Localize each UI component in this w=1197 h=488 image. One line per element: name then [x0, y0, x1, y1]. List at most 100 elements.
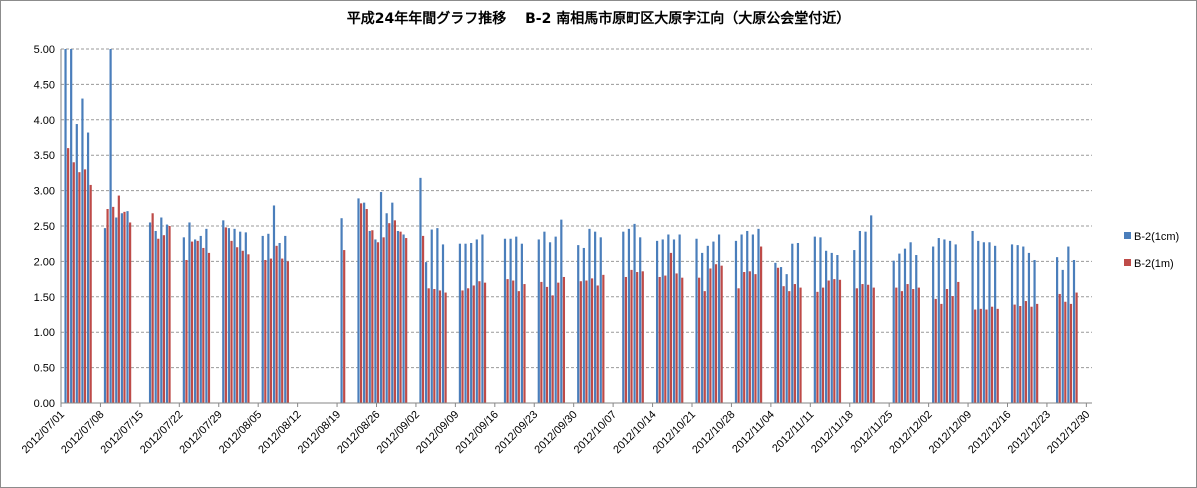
bar-1cm	[836, 255, 839, 403]
bar-1cm	[340, 218, 343, 403]
bar-1m	[664, 275, 667, 403]
bar-1m	[202, 247, 205, 403]
bar-1m	[743, 272, 746, 403]
bar-1m	[951, 296, 954, 403]
bar-1cm	[515, 236, 518, 403]
bar-1cm	[227, 228, 231, 403]
bar-1m	[421, 235, 425, 403]
bar-1cm	[86, 132, 90, 404]
bar-1m	[360, 203, 363, 403]
bar-1cm	[103, 228, 107, 403]
bar-1cm	[751, 234, 754, 403]
bar-1cm	[954, 244, 957, 403]
bar-1m	[123, 211, 126, 403]
bar-1cm	[717, 234, 721, 403]
bar-1m	[945, 289, 949, 403]
bar-1m	[371, 230, 374, 403]
bar-1m	[636, 272, 639, 403]
bar-1cm	[695, 238, 698, 403]
x-tick-label: 2012/12/30	[1045, 409, 1092, 456]
bar-1cm	[75, 124, 78, 404]
bar-1m	[748, 271, 751, 403]
bar-1m	[630, 269, 633, 403]
bar-1cm	[819, 237, 822, 403]
bar-1m	[624, 276, 627, 403]
bar-1m	[89, 184, 92, 403]
chart-title: 平成24年年間グラフ推移 B-2 南相馬市原町区大原字江向（大原公会堂付近）	[346, 11, 851, 27]
bar-1cm	[470, 242, 473, 403]
bar-1m	[433, 289, 436, 403]
bar-1cm	[464, 243, 467, 403]
bar-1m	[1075, 292, 1078, 403]
bar-1m	[78, 172, 81, 403]
bar-1cm	[503, 238, 507, 403]
bar-1cm	[746, 230, 749, 403]
bar-1m	[162, 235, 166, 403]
bar-1m	[264, 259, 267, 403]
bar-1cm	[1010, 244, 1014, 403]
bar-1cm	[509, 238, 512, 403]
bar-1m	[190, 241, 194, 403]
bar-1cm	[1027, 252, 1031, 403]
bar-1m	[681, 277, 684, 403]
bar-1m	[467, 288, 470, 403]
bar-1cm	[655, 240, 659, 403]
bar-1cm	[205, 228, 208, 403]
bar-1cm	[244, 232, 247, 403]
bar-1cm	[594, 231, 597, 403]
bar-1cm	[971, 230, 974, 403]
y-tick-label: 0.50	[34, 363, 55, 375]
bar-1m	[376, 242, 380, 403]
bar-1m	[720, 265, 723, 403]
bar-1m	[900, 291, 904, 403]
bar-1cm	[779, 267, 783, 403]
bar-1m	[517, 291, 520, 403]
bar-1m	[382, 237, 385, 403]
bar-1cm	[774, 262, 777, 403]
bar-1cm	[357, 198, 360, 403]
bar-1m	[506, 279, 509, 403]
bar-1cm	[791, 243, 794, 403]
bar-1m	[83, 169, 87, 403]
bar-1cm	[1022, 246, 1025, 403]
bar-1cm	[272, 205, 276, 403]
bar-1cm	[943, 239, 946, 403]
bar-1m	[985, 309, 988, 403]
bar-1cm	[379, 192, 383, 403]
bar-1cm	[475, 239, 478, 403]
bar-1m	[793, 284, 796, 403]
bar-1m	[1019, 306, 1022, 403]
bar-1cm	[639, 237, 642, 403]
bar-1m	[579, 281, 582, 403]
bar-1m	[444, 292, 447, 403]
bars	[64, 49, 1078, 404]
bar-1m	[388, 223, 391, 403]
bar-1cm	[994, 245, 997, 403]
bar-1cm	[64, 49, 67, 403]
bar-1m	[827, 280, 830, 403]
bar-1m	[821, 287, 825, 403]
bar-1m	[230, 240, 233, 403]
legend-swatch	[1124, 232, 1131, 239]
bar-1cm	[853, 250, 856, 403]
bar-1m	[1030, 306, 1033, 403]
bar-1cm	[458, 243, 462, 403]
bar-1cm	[813, 236, 816, 403]
bar-1m	[917, 287, 920, 403]
bar-1cm	[937, 238, 940, 403]
legend: B-2(1cm) B-2(1m)	[1124, 231, 1179, 270]
y-tick-label: 3.50	[34, 150, 55, 162]
bar-1cm	[627, 228, 631, 403]
bar-1cm	[1056, 257, 1059, 403]
bar-1cm	[785, 274, 788, 403]
bar-1cm	[892, 260, 895, 403]
bar-1cm	[120, 213, 123, 403]
bar-1m	[760, 246, 763, 403]
bar-1m	[438, 290, 442, 403]
bar-1cm	[165, 224, 169, 403]
bar-1m	[461, 290, 464, 403]
bar-1m	[286, 261, 289, 403]
bar-1m	[1036, 303, 1039, 403]
bar-1cm	[577, 245, 580, 403]
